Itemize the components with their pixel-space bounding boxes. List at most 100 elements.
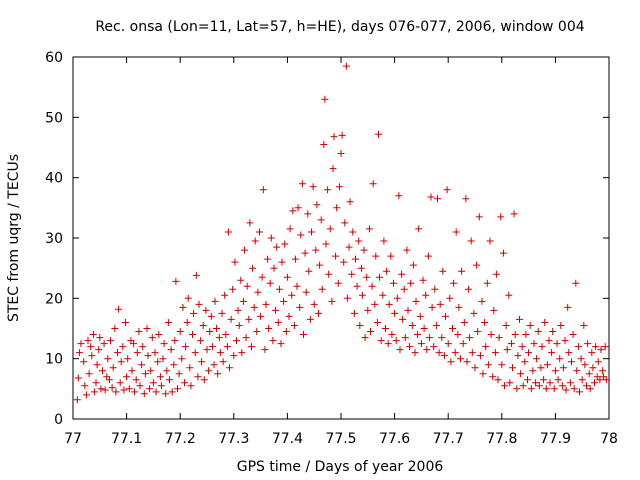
data-point [97,385,105,393]
data-point [525,349,533,357]
data-point [234,306,242,314]
data-point [264,255,272,263]
data-point [484,361,492,369]
data-point [486,237,494,245]
data-point [338,131,346,139]
data-point [391,309,399,317]
data-point [432,322,440,329]
data-point [274,319,282,326]
data-point [478,297,486,305]
data-point [470,309,478,317]
data-point [306,315,314,323]
data-point [210,361,218,369]
data-point [419,276,427,284]
data-point [256,228,263,236]
data-point [74,374,82,382]
data-point [451,349,459,357]
data-point [553,340,561,348]
data-point [280,297,288,305]
data-point [460,319,468,326]
data-point [179,303,187,311]
data-point [308,228,315,236]
data-point [545,337,553,345]
data-point [465,285,473,293]
data-point [243,282,251,290]
data-point [199,322,207,329]
data-point [109,364,117,372]
data-point [170,361,178,369]
data-point [87,343,95,351]
data-point [146,385,154,393]
data-point [190,309,198,317]
data-point [167,346,175,354]
data-point [430,343,438,351]
data-point [84,337,92,345]
data-point [548,349,556,357]
data-point [143,325,151,332]
data-point [215,334,223,342]
data-point [248,343,255,351]
data-point [466,334,474,342]
data-point [533,355,541,363]
data-point [594,358,602,366]
data-point [556,355,564,363]
data-point [282,328,290,335]
data-point [304,210,312,218]
data-point [171,337,179,345]
data-point [449,325,456,332]
data-point [491,349,499,357]
y-tick-label: 40 [45,171,63,187]
data-point [337,150,345,157]
data-point [124,355,132,363]
data-point [241,246,248,254]
data-point [345,243,353,251]
data-point [507,340,515,348]
data-point [343,294,351,302]
data-point [230,352,238,360]
data-point [407,279,415,287]
data-point [360,246,368,254]
data-point [363,273,371,281]
data-point [566,379,574,387]
data-point [396,346,404,354]
data-point [380,237,388,245]
data-point [438,334,446,342]
data-point [423,346,431,354]
data-point [293,282,301,290]
data-point [226,364,233,372]
data-point [455,303,463,311]
data-point [511,331,519,338]
data-point [459,340,467,348]
data-point [416,312,424,320]
data-point [398,270,406,278]
data-point [349,228,357,236]
data-point [335,183,343,191]
data-point [435,349,443,357]
data-point [90,388,98,396]
x-tick-label: 77.7 [433,431,464,447]
data-point [422,291,430,299]
data-point [122,319,129,326]
data-point [147,367,155,375]
data-point [286,225,294,233]
data-point [321,95,329,103]
data-point [96,334,104,342]
data-point [95,346,103,354]
data-point [540,376,548,384]
data-point [249,264,257,272]
data-point [578,376,586,384]
data-point [597,346,605,354]
data-point [601,343,609,351]
data-point [315,309,322,317]
data-point [526,322,534,329]
data-point [233,337,240,345]
data-point [565,349,573,357]
data-point [388,331,396,338]
data-point [392,337,400,345]
data-point [317,216,325,224]
data-point [140,390,148,398]
data-point [586,385,594,393]
data-point [365,225,373,233]
data-point [516,315,523,323]
data-point [313,201,321,209]
